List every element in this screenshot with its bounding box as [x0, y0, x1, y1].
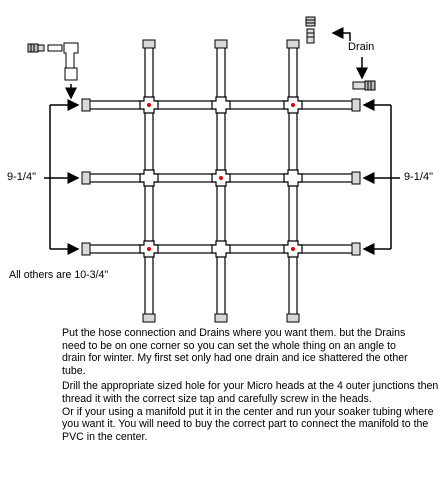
right-dimension-bracket [362, 99, 400, 255]
drain-label: Drain [348, 41, 375, 53]
micro-head-dot [219, 176, 223, 180]
left-dimension-bracket [44, 99, 80, 255]
cross-fitting [211, 96, 231, 114]
drain-valve-icon [352, 80, 376, 91]
instructions-block: Put the hose connection and Drains where… [62, 327, 447, 443]
left-dimension-label: 9-1/4" [7, 171, 36, 183]
note-manifold: Or if your using a manifold put it in th… [62, 405, 434, 443]
note-micro-heads: Drill the appropriate sized hole for you… [62, 380, 439, 405]
micro-head-dot [147, 103, 151, 107]
micro-head-dot [291, 247, 295, 251]
right-dimension-label: 9-1/4" [404, 171, 433, 183]
junction-dots [147, 103, 295, 251]
others-dimension-label: All others are 10-3/4" [9, 269, 109, 281]
vertical-end-caps [142, 39, 300, 323]
elbow-fitting-icon [63, 42, 79, 81]
note-hose-and-drains: Put the hose connection and Drains where… [62, 327, 408, 377]
micro-head-dot [291, 103, 295, 107]
horizontal-end-caps [81, 98, 361, 256]
cross-fitting [283, 169, 303, 187]
drain-valve-icon [305, 16, 316, 44]
cross-fitting [139, 169, 159, 187]
micro-head-dot [147, 247, 151, 251]
drain-pointer-arrow [331, 27, 351, 41]
cross-fitting [211, 240, 231, 258]
hose-connector-icon [27, 43, 63, 53]
